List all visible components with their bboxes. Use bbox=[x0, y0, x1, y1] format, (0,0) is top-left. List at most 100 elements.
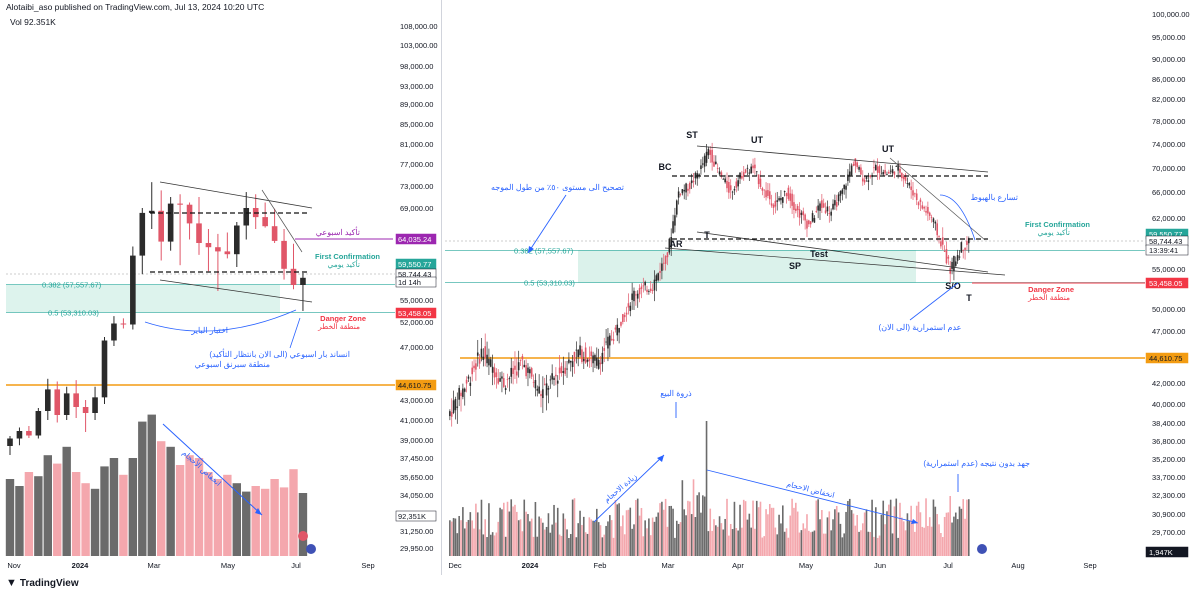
no-continuation-arrow bbox=[909, 282, 959, 321]
candle-body bbox=[754, 164, 756, 169]
volume-bar bbox=[666, 526, 669, 556]
candle-body bbox=[817, 205, 819, 211]
candle-body bbox=[45, 389, 51, 411]
candle-body bbox=[943, 251, 946, 253]
candle-body bbox=[700, 165, 702, 169]
candle-body bbox=[782, 197, 784, 203]
candle-body bbox=[638, 288, 641, 295]
candle-body bbox=[729, 185, 732, 191]
wyckoff-label: UT bbox=[882, 144, 894, 154]
volume-bar bbox=[15, 486, 24, 556]
volume-bar bbox=[776, 534, 779, 556]
candle-body bbox=[783, 191, 786, 193]
x-tick-label: Jul bbox=[943, 561, 953, 570]
volume-bar bbox=[449, 520, 451, 556]
candle-body bbox=[741, 176, 743, 179]
candle-body bbox=[774, 200, 777, 207]
test-zone-label: اختبار الباير bbox=[190, 326, 228, 335]
wyckoff-label: Test bbox=[810, 249, 828, 259]
volume-bar bbox=[475, 503, 477, 556]
candle-body bbox=[488, 358, 490, 366]
selling-climax-label: ذروة البيع bbox=[660, 389, 692, 398]
candle-body bbox=[683, 189, 686, 192]
volume-bar bbox=[648, 518, 650, 556]
y-tick-label: 98,000.00 bbox=[400, 62, 433, 71]
correction-label: تصحيح الى مستوى ٥٠٪ من طول الموجه bbox=[491, 183, 624, 192]
volume-bar bbox=[854, 525, 857, 556]
candle-body bbox=[491, 366, 494, 373]
price-tag bbox=[395, 276, 437, 288]
candle-body bbox=[808, 220, 810, 225]
candle-body bbox=[934, 222, 937, 224]
price-tag bbox=[1145, 546, 1189, 558]
y-tick-label: 95,000.00 bbox=[1152, 33, 1185, 42]
candle-body bbox=[635, 294, 637, 296]
volume-bar bbox=[685, 515, 687, 556]
candle-body bbox=[923, 206, 925, 209]
volume-bar bbox=[495, 532, 498, 556]
candle-body bbox=[130, 255, 136, 325]
volume-bar bbox=[542, 522, 544, 556]
volume-increase-arrowhead bbox=[657, 455, 664, 462]
candle-body bbox=[532, 381, 535, 383]
candle-body bbox=[809, 221, 812, 225]
volume-bar bbox=[571, 499, 574, 556]
wyckoff-label: T bbox=[704, 230, 710, 240]
volume-bar bbox=[731, 529, 734, 556]
candle-body bbox=[880, 173, 883, 175]
candle-body bbox=[475, 363, 477, 370]
volume-bar bbox=[53, 463, 62, 556]
volume-bar bbox=[817, 499, 819, 556]
correction-arrowhead bbox=[528, 246, 534, 253]
volume-bar bbox=[633, 524, 635, 556]
volume-bar bbox=[465, 521, 468, 556]
volume-bar bbox=[941, 537, 944, 556]
volume-bar bbox=[901, 517, 903, 556]
y-tick-label: 85,000.00 bbox=[400, 120, 433, 129]
volume-bar bbox=[689, 501, 691, 556]
wyckoff-label: BC bbox=[659, 162, 672, 172]
volume-bar bbox=[943, 516, 946, 556]
candle-body bbox=[759, 178, 762, 187]
volume-bar bbox=[876, 537, 879, 556]
candle-body bbox=[689, 182, 691, 190]
weekly-close-label-2: منطقة سبرنق اسبوعي bbox=[195, 360, 270, 369]
volume-bar bbox=[672, 508, 674, 556]
volume-bar bbox=[138, 421, 147, 556]
volume-bar bbox=[888, 504, 890, 556]
candle-body bbox=[705, 151, 708, 163]
volume-bar bbox=[653, 521, 656, 556]
volume-bar bbox=[622, 515, 624, 556]
volume-bar bbox=[848, 498, 851, 556]
candle-body bbox=[597, 359, 600, 369]
candle-body bbox=[649, 288, 652, 291]
volume-bar bbox=[527, 514, 529, 556]
volume-bar bbox=[43, 455, 52, 556]
candle-body bbox=[954, 261, 957, 266]
wyckoff-label: S/O bbox=[945, 281, 961, 291]
candle-body bbox=[863, 179, 866, 183]
candle-body bbox=[493, 367, 496, 378]
volume-bar bbox=[454, 518, 457, 556]
candle-body bbox=[536, 388, 539, 391]
candle-body bbox=[938, 236, 940, 237]
volume-bar bbox=[912, 522, 914, 556]
candle-body bbox=[815, 211, 818, 212]
candle-body bbox=[780, 197, 782, 201]
candle-body bbox=[594, 355, 596, 361]
volume-bar bbox=[802, 523, 805, 556]
candle-body bbox=[737, 180, 739, 187]
volume-bar bbox=[774, 527, 777, 556]
candle-body bbox=[930, 217, 933, 218]
candle-body bbox=[610, 338, 613, 340]
flag-icon bbox=[306, 544, 316, 554]
acceleration-label: تسارع بالهبوط bbox=[971, 193, 1018, 202]
candle-body bbox=[517, 362, 520, 371]
candle-body bbox=[828, 213, 831, 214]
volume-bar bbox=[754, 528, 756, 556]
candle-body bbox=[915, 193, 918, 201]
volume-bar bbox=[175, 465, 185, 556]
candle-body bbox=[458, 387, 460, 400]
volume-bar bbox=[279, 487, 289, 556]
candle-body bbox=[921, 205, 924, 209]
